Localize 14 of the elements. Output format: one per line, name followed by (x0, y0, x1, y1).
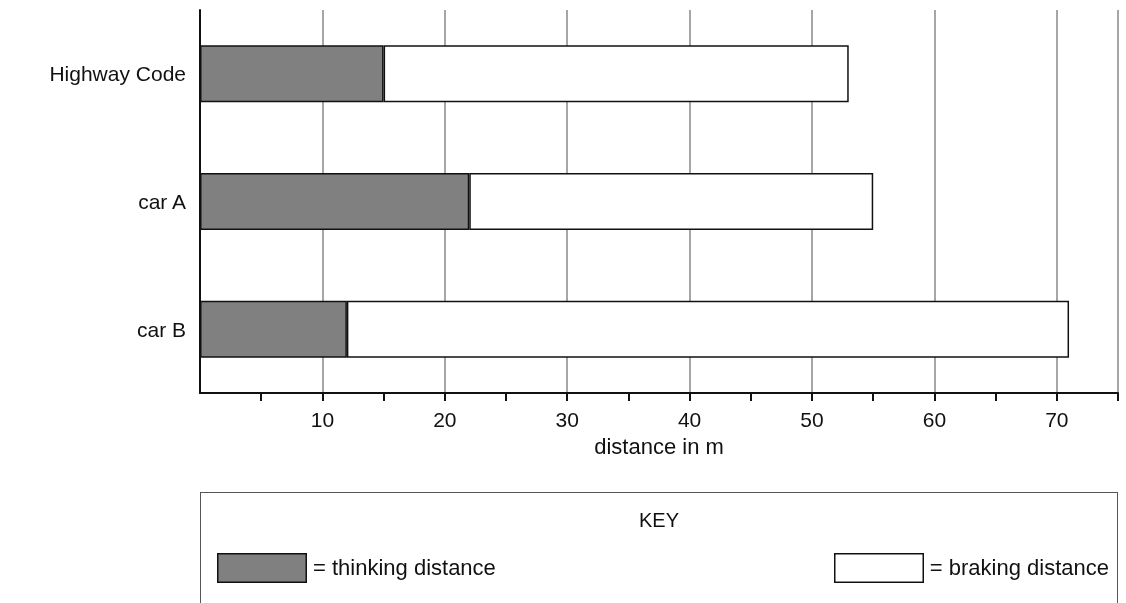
x-tick-label: 10 (310, 408, 335, 431)
legend-label: = braking distance (929, 555, 1109, 581)
legend-label: = thinking distance (313, 555, 496, 581)
x-tick-label: 20 (433, 408, 457, 431)
x-axis-title: distance in m (594, 433, 724, 459)
x-tick-label: 30 (555, 408, 579, 431)
y-tick-label: car B (136, 317, 186, 341)
legend-title: KEY (638, 509, 680, 532)
x-tick-label: 40 (677, 408, 702, 431)
x-tick-label: 50 (800, 408, 824, 431)
y-tick-label: car A (138, 190, 186, 213)
x-tick-label: 70 (1045, 408, 1069, 431)
y-tick-label: Highway Code (49, 62, 186, 86)
x-tick-label: 60 (922, 408, 947, 431)
